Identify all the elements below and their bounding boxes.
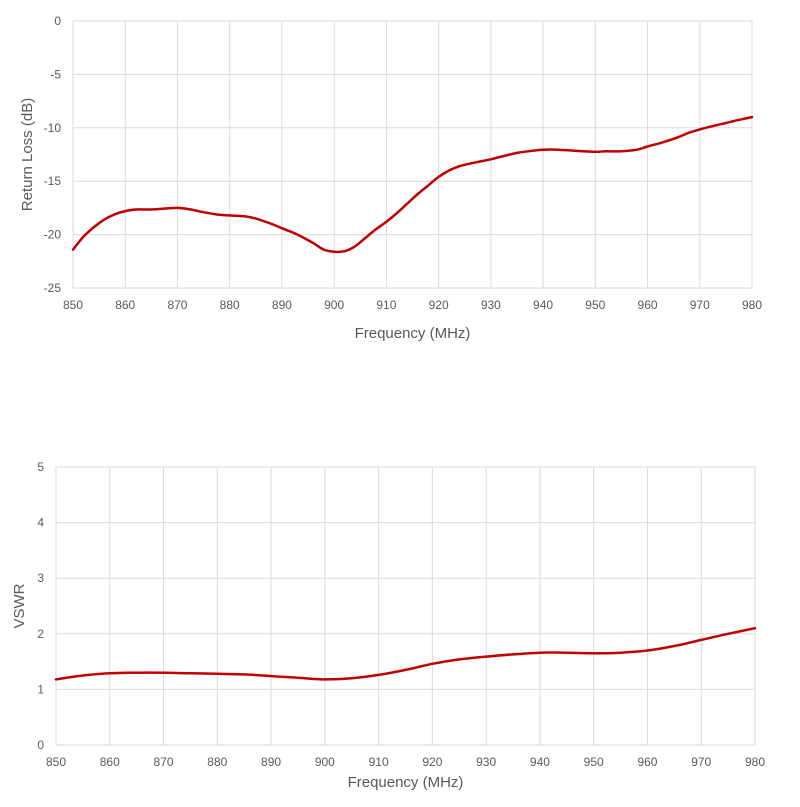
return-loss-series-line	[71, 115, 754, 254]
vswr-series-line	[54, 626, 757, 681]
return-loss-y-ticks: 0 -5 -10 -15 -20 -25	[44, 14, 62, 295]
return-loss-x-tick-label: 860	[115, 298, 135, 312]
vswr-y-tick-label: 5	[37, 460, 44, 474]
return-loss-x-tick-label: 880	[220, 298, 240, 312]
return-loss-x-tick-label: 870	[167, 298, 187, 312]
return-loss-x-tick-label: 970	[690, 298, 710, 312]
return-loss-x-tick-label: 910	[376, 298, 396, 312]
return-loss-x-tick-label: 850	[63, 298, 83, 312]
return-loss-y-tick-label: -5	[50, 67, 61, 81]
vswr-x-axis-title: Frequency (MHz)	[348, 774, 464, 791]
return-loss-x-tick-label: 940	[533, 298, 553, 312]
vswr-x-tick-label: 890	[261, 755, 281, 769]
return-loss-x-ticks: 850 860 870 880 890 900 910 920 930 940 950 960 970 9…	[63, 298, 762, 312]
return-loss-gridlines	[72, 20, 753, 289]
return-loss-x-tick-label: 900	[324, 298, 344, 312]
return-loss-x-tick-label: 950	[585, 298, 605, 312]
vswr-x-tick-label: 900	[315, 755, 335, 769]
vswr-y-tick-label: 2	[37, 627, 44, 641]
vswr-y-tick-label: 4	[37, 516, 44, 530]
return-loss-y-tick-label: -20	[44, 228, 62, 242]
vswr-x-tick-label: 940	[530, 755, 550, 769]
vswr-y-ticks: 5 4 3 2 1 0	[37, 460, 44, 752]
vswr-x-tick-label: 880	[207, 755, 227, 769]
return-loss-y-tick-label: -10	[44, 121, 62, 135]
return-loss-x-tick-label: 890	[272, 298, 292, 312]
return-loss-x-axis-title: Frequency (MHz)	[355, 325, 471, 342]
vswr-plot-area	[55, 466, 756, 746]
vswr-y-tick-label: 3	[37, 571, 44, 585]
vswr-x-tick-label: 930	[476, 755, 496, 769]
return-loss-x-tick-label: 920	[429, 298, 449, 312]
vswr-y-tick-label: 1	[37, 682, 44, 696]
vswr-x-tick-label: 970	[691, 755, 711, 769]
return-loss-y-tick-label: 0	[54, 14, 61, 28]
vswr-x-tick-label: 920	[422, 755, 442, 769]
vswr-x-tick-label: 910	[369, 755, 389, 769]
vswr-gridlines	[55, 466, 756, 746]
return-loss-plot-area	[72, 20, 753, 289]
return-loss-x-tick-label: 980	[742, 298, 762, 312]
vswr-x-tick-label: 860	[100, 755, 120, 769]
vswr-chart: 5 4 3 2 1 0 850 860 870 880 890 900 910 920 930 940 950…	[11, 460, 765, 791]
vswr-y-tick-label: 0	[37, 738, 44, 752]
return-loss-x-tick-label: 930	[481, 298, 501, 312]
vswr-x-tick-label: 870	[154, 755, 174, 769]
vswr-x-tick-label: 850	[46, 755, 66, 769]
vswr-x-tick-label: 950	[584, 755, 604, 769]
return-loss-chart: 0 -5 -10 -15 -20 -25 850 860 870 880 890 900 910 920…	[19, 14, 762, 342]
return-loss-y-axis-title: Return Loss (dB)	[19, 98, 36, 211]
vswr-x-ticks: 850 860 870 880 890 900 910 920 930 940 950 960 970 9…	[46, 755, 765, 769]
return-loss-y-tick-label: -25	[44, 281, 62, 295]
vswr-x-tick-label: 960	[637, 755, 657, 769]
vswr-y-axis-title: VSWR	[11, 583, 28, 628]
return-loss-x-tick-label: 960	[638, 298, 658, 312]
return-loss-y-tick-label: -15	[44, 174, 62, 188]
vswr-x-tick-label: 980	[745, 755, 765, 769]
